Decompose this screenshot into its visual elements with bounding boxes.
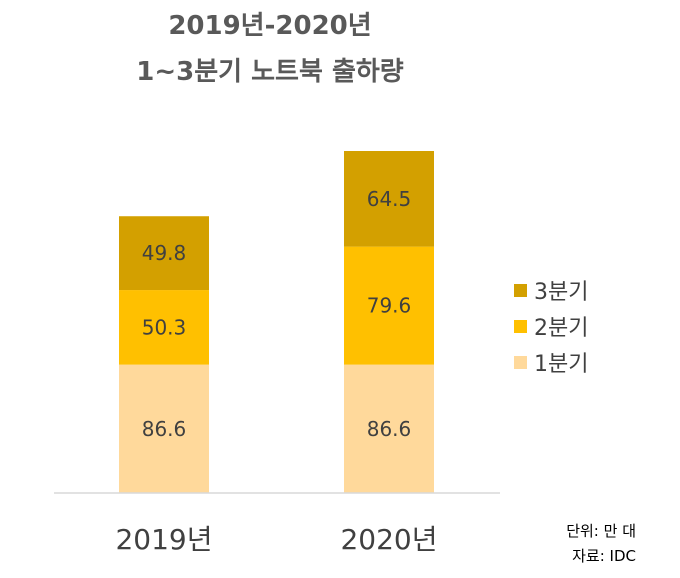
legend-swatch-2	[514, 320, 527, 333]
bar-segment-2-1	[344, 364, 434, 493]
source-note: 자료: IDC	[572, 547, 636, 565]
data-label-1-1: 86.6	[142, 417, 187, 441]
category-label-2: 2020년	[340, 523, 437, 556]
legend-label-1: 3분기	[534, 280, 588, 305]
bar-segment-1-2	[119, 290, 209, 365]
bar-segment-1-3	[119, 216, 209, 291]
bar-segment-2-3	[344, 151, 434, 247]
data-label-1-2: 50.3	[142, 315, 187, 339]
chart-title-line-2: 1~3분기 노트북 출하량	[136, 57, 404, 87]
bar-segment-1-1	[119, 364, 209, 493]
category-label-1: 2019년	[115, 523, 212, 556]
data-label-2-3: 64.5	[367, 187, 412, 211]
data-label-1-3: 49.8	[142, 241, 187, 265]
legend-label-2: 2분기	[534, 316, 588, 341]
data-label-2-1: 86.6	[367, 417, 412, 441]
chart-title-line-1: 2019년-2020년	[168, 11, 371, 41]
bars-group: 86.6 50.3 49.8 86.6 79.6 64.5	[119, 151, 434, 493]
unit-note: 단위: 만 대	[566, 522, 636, 540]
legend: 3분기 2분기 1분기	[514, 280, 588, 377]
legend-label-3: 1분기	[534, 352, 588, 377]
legend-swatch-1	[514, 284, 527, 297]
legend-swatch-3	[514, 356, 527, 369]
category-labels: 2019년 2020년	[115, 523, 437, 556]
bar-segment-2-2	[344, 246, 434, 365]
data-label-2-2: 79.6	[367, 294, 412, 318]
